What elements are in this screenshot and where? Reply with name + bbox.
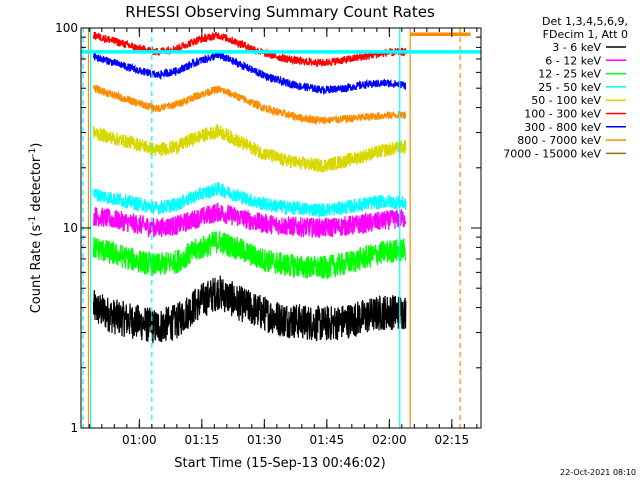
- x-tick-label: 01:45: [310, 433, 345, 447]
- x-tick-label: 02:00: [372, 433, 407, 447]
- legend-label-3: 25 - 50 keV: [538, 81, 601, 94]
- series-line-1: [92, 202, 407, 238]
- y-tick-label: 1: [70, 421, 78, 435]
- series-layer: [92, 31, 407, 344]
- series-line-4: [92, 123, 407, 173]
- y-axis-title-sup2: -1: [28, 148, 38, 157]
- x-tick-label: 01:30: [247, 433, 282, 447]
- chart-title: RHESSI Observing Summary Count Rates: [125, 3, 435, 21]
- series-line-6: [92, 51, 407, 96]
- y-axis-title-tail: detector: [29, 156, 44, 216]
- y-axis-title-sup: -1: [28, 216, 38, 225]
- legend-label-7: 800 - 7000 keV: [517, 134, 601, 147]
- x-tick-label: 02:15: [435, 433, 470, 447]
- series-line-3: [92, 181, 407, 218]
- legend-label-2: 12 - 25 keV: [538, 68, 601, 81]
- legend-label-4: 50 - 100 keV: [531, 94, 601, 107]
- y-axis-title-main: Count Rate (s: [29, 225, 44, 314]
- y-axis-title: Count Rate (s-1 detector-1): [28, 143, 44, 314]
- legend-header-line-1: Det 1,3,4,5,6,9,: [542, 15, 628, 28]
- x-tick-label: 01:15: [185, 433, 220, 447]
- y-axis: 1 10 100: [55, 21, 481, 435]
- series-line-7: [92, 84, 407, 126]
- x-axis-title: Start Time (15-Sep-13 00:46:02): [174, 456, 385, 471]
- legend-label-6: 300 - 800 keV: [524, 121, 601, 134]
- series-line-0: [92, 275, 407, 344]
- x-tick-label: 01:00: [122, 433, 157, 447]
- y-axis-title-end: ): [29, 143, 44, 148]
- legend: Det 1,3,4,5,6,9, FDecim 1, Att 0 3 - 6 k…: [503, 15, 628, 160]
- y-tick-label: 10: [63, 221, 78, 235]
- legend-header-line-2: FDecim 1, Att 0: [543, 28, 628, 41]
- y-tick-label: 100: [55, 21, 78, 35]
- legend-label-1: 6 - 12 keV: [545, 54, 601, 67]
- series-line-2: [92, 230, 407, 280]
- x-axis: 01:00 01:15 01:30 01:45 02:00 02:15: [88, 28, 478, 447]
- legend-label-0: 3 - 6 keV: [552, 41, 601, 54]
- timestamp-footer: 22-Oct-2021 08:10: [560, 468, 636, 477]
- legend-label-5: 100 - 300 keV: [524, 108, 601, 121]
- legend-label-8: 7000 - 15000 keV: [503, 147, 601, 160]
